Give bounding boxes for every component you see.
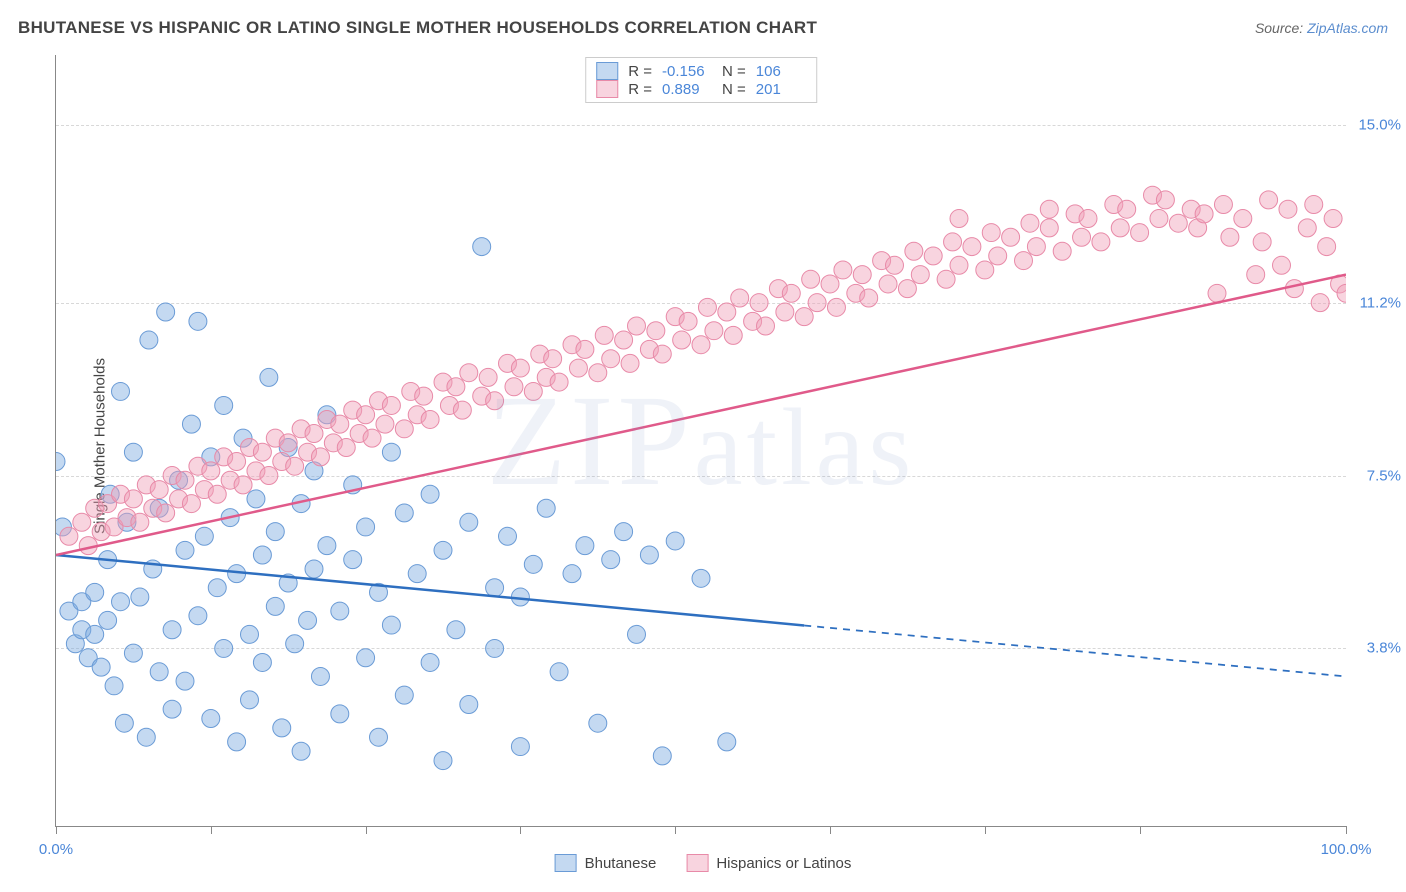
stats-row-hispanic: R = 0.889 N = 201 [596,80,806,98]
x-tick [520,826,521,834]
x-tick-label: 100.0% [1321,841,1372,858]
legend-label-hispanic: Hispanics or Latinos [716,855,851,872]
legend-label-bhutanese: Bhutanese [585,855,657,872]
source-prefix: Source: [1255,20,1307,36]
swatch-bhutanese [596,62,618,80]
r-value-bhutanese: -0.156 [662,63,712,80]
chart-header: BHUTANESE VS HISPANIC OR LATINO SINGLE M… [18,18,1388,38]
y-tick-label: 11.2% [1351,294,1401,311]
chart-plot-area: ZIPatlas R = -0.156 N = 106 R = 0.889 N … [55,55,1346,827]
x-tick-label: 0.0% [39,841,73,858]
n-value-bhutanese: 106 [756,63,806,80]
chart-title: BHUTANESE VS HISPANIC OR LATINO SINGLE M… [18,18,817,38]
legend-swatch-hispanic [686,854,708,872]
x-tick [830,826,831,834]
series-legend: Bhutanese Hispanics or Latinos [555,854,852,872]
correlation-stats-box: R = -0.156 N = 106 R = 0.889 N = 201 [585,57,817,103]
r-label: R = [628,81,652,98]
x-tick [1140,826,1141,834]
source-attribution: Source: ZipAtlas.com [1255,20,1388,36]
x-tick [1346,826,1347,834]
y-tick-label: 3.8% [1351,640,1401,657]
stats-row-bhutanese: R = -0.156 N = 106 [596,62,806,80]
n-value-hispanic: 201 [756,81,806,98]
r-value-hispanic: 0.889 [662,81,712,98]
y-tick-label: 7.5% [1351,467,1401,484]
r-label: R = [628,63,652,80]
x-tick [56,826,57,834]
n-label: N = [722,63,746,80]
legend-item-hispanic: Hispanics or Latinos [686,854,851,872]
x-tick [211,826,212,834]
x-tick [985,826,986,834]
legend-swatch-bhutanese [555,854,577,872]
scatter-svg [56,55,1346,826]
n-label: N = [722,81,746,98]
x-tick [366,826,367,834]
x-tick [675,826,676,834]
legend-item-bhutanese: Bhutanese [555,854,657,872]
source-link[interactable]: ZipAtlas.com [1307,20,1388,36]
swatch-hispanic [596,80,618,98]
y-tick-label: 15.0% [1351,117,1401,134]
